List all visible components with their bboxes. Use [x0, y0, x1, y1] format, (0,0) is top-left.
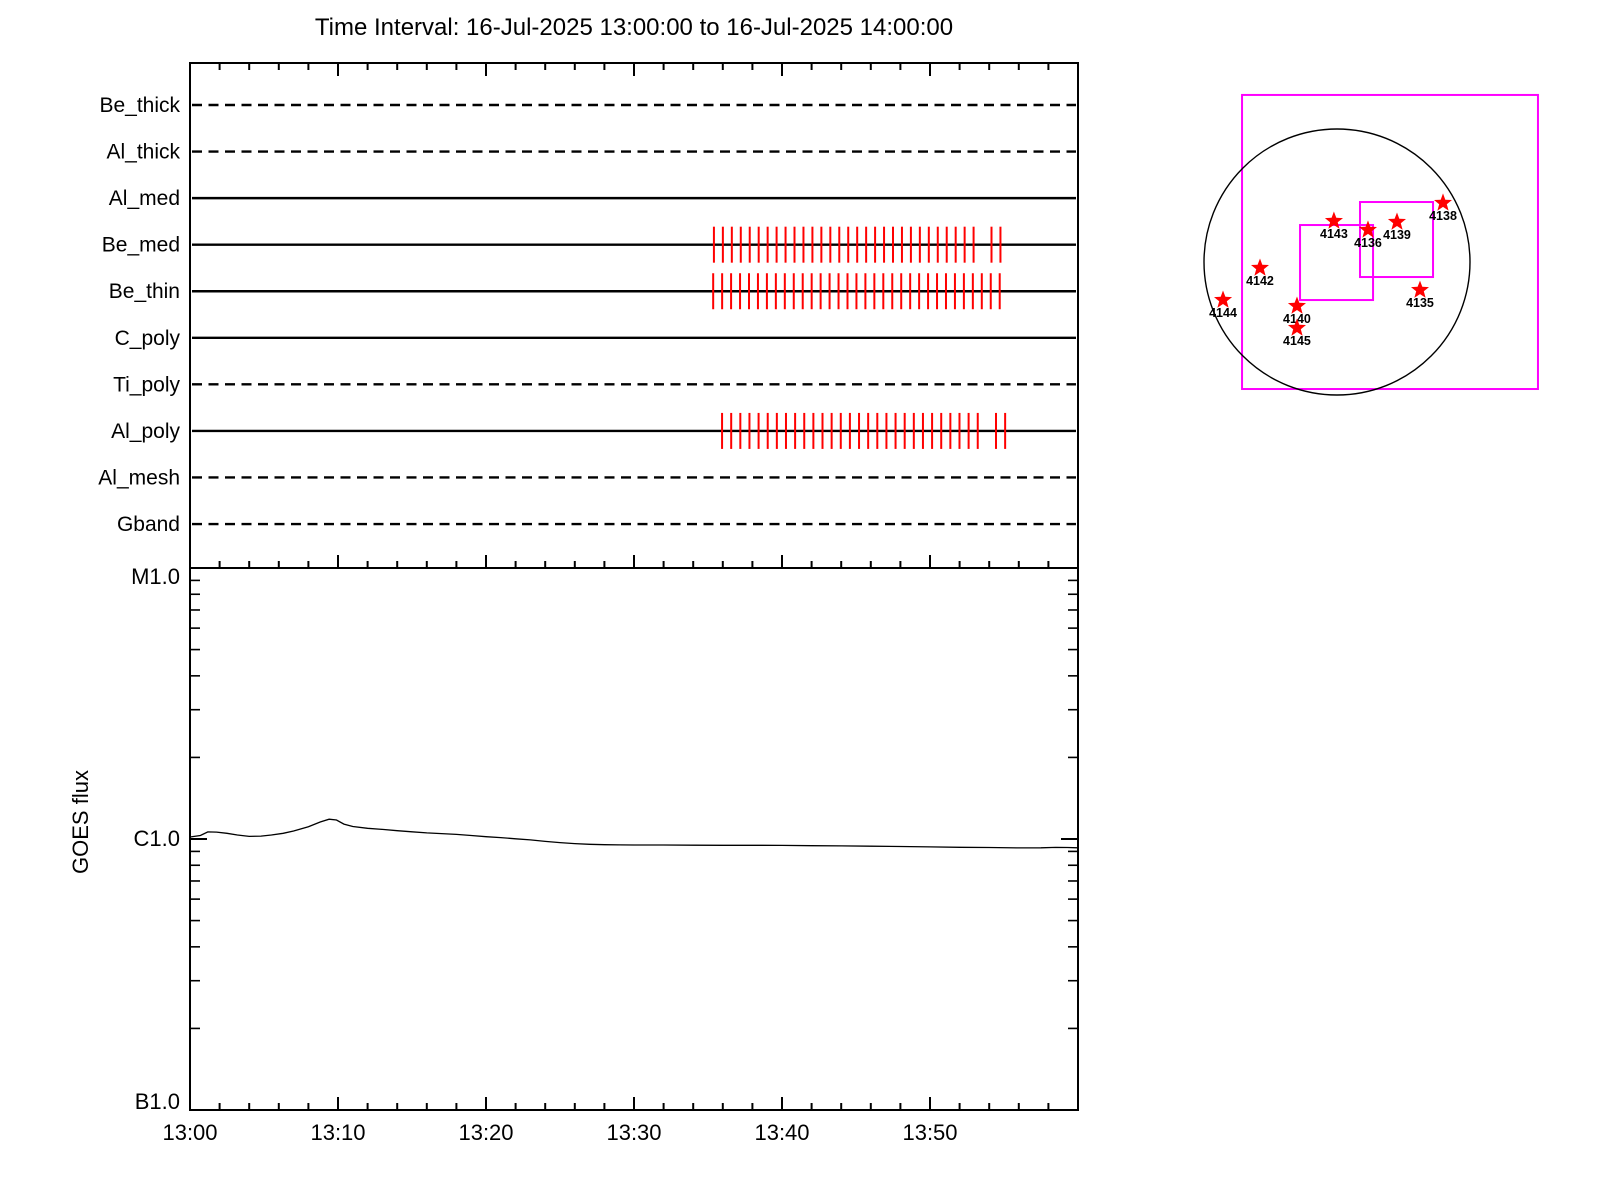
region-star-4143	[1324, 211, 1343, 229]
fov-box-full-fov	[1241, 93, 1539, 391]
filter-label-Gband: Gband	[117, 513, 180, 536]
region-label-4135: 4135	[1406, 296, 1434, 310]
goes-flux-curve	[189, 818, 1079, 849]
filter-label-Ti_poly: Ti_poly	[113, 373, 180, 396]
region-label-4139: 4139	[1383, 228, 1411, 242]
filter-label-Be_med: Be_med	[102, 234, 180, 257]
region-star-4145	[1287, 318, 1306, 336]
fov-box-sub-fov-2	[1359, 201, 1435, 279]
region-star-4142	[1251, 258, 1269, 276]
region-star-4136	[1359, 220, 1377, 238]
region-label-4144: 4144	[1209, 306, 1237, 320]
x-axis-label-1320: 13:20	[458, 1120, 513, 1145]
x-axis-label-1310: 13:10	[310, 1120, 365, 1145]
page-title: Time Interval: 16-Jul-2025 13:00:00 to 1…	[314, 14, 954, 41]
y-axis-label-M1.0: M1.0	[131, 564, 180, 589]
region-star-4135	[1411, 280, 1429, 298]
region-star-4139	[1387, 212, 1406, 230]
filter-label-Be_thick: Be_thick	[99, 94, 180, 117]
x-axis-label-1340: 13:40	[754, 1120, 809, 1145]
region-label-4145: 4145	[1283, 334, 1311, 348]
filter-label-Be_thin: Be_thin	[109, 280, 180, 303]
region-label-4142: 4142	[1246, 274, 1274, 288]
solar-limb-circle	[1203, 128, 1471, 396]
x-axis-label-1330: 13:30	[606, 1120, 661, 1145]
y-axis-label-B1.0: B1.0	[135, 1089, 180, 1114]
filter-label-Al_thick: Al_thick	[106, 141, 180, 164]
filter-label-Al_mesh: Al_mesh	[98, 466, 180, 489]
goes-flux-axis-title: GOES flux	[68, 770, 93, 874]
y-axis-label-C1.0: C1.0	[134, 826, 180, 851]
region-label-4138: 4138	[1429, 209, 1457, 223]
x-axis-label-1300: 13:00	[162, 1120, 217, 1145]
region-star-4138	[1434, 193, 1452, 211]
filter-label-C_poly: C_poly	[115, 327, 181, 350]
goes-panel-frame	[189, 567, 1079, 1111]
region-star-4144	[1214, 290, 1233, 308]
x-axis-label-1350: 13:50	[902, 1120, 957, 1145]
region-label-4136: 4136	[1354, 236, 1382, 250]
filter-label-Al_med: Al_med	[109, 187, 180, 210]
region-label-4143: 4143	[1320, 227, 1348, 241]
region-star-4140	[1287, 296, 1306, 314]
filter-label-Al_poly: Al_poly	[111, 420, 180, 443]
filter-panel-frame	[189, 62, 1079, 569]
